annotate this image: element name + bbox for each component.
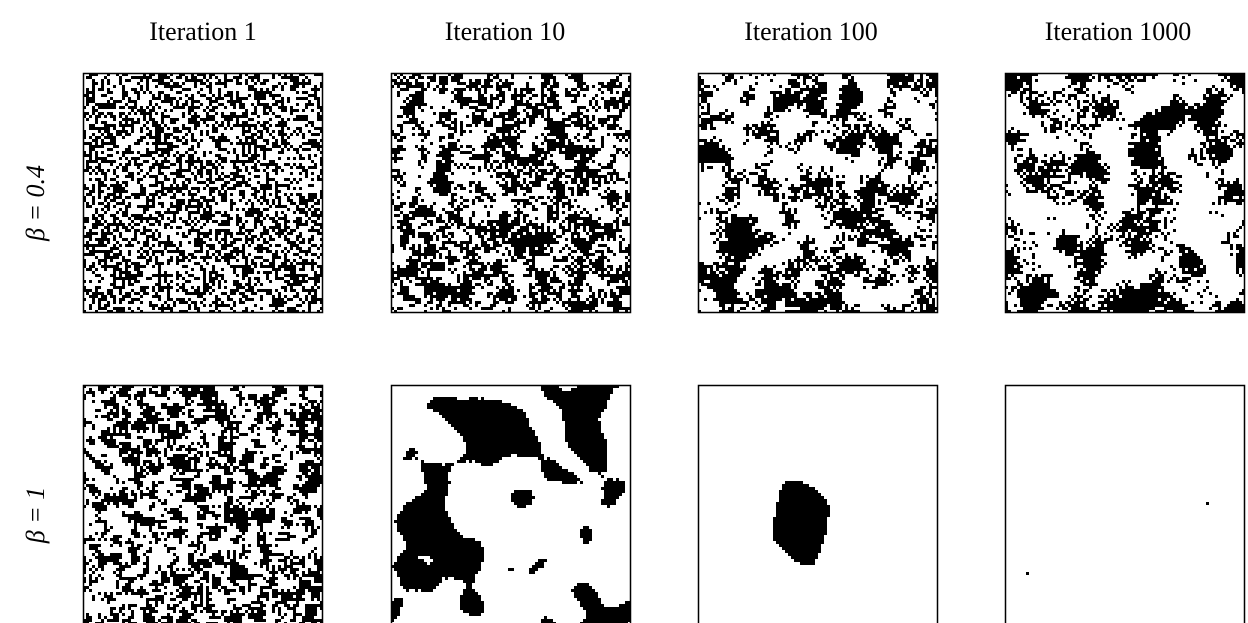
column-title: Iteration 1 — [149, 17, 257, 46]
row-label: β = 1 — [21, 487, 50, 545]
panel-frame — [390, 384, 632, 623]
panel-background — [1005, 385, 1245, 623]
panel-frame — [697, 72, 939, 314]
column-title: Iteration 1000 — [1045, 17, 1192, 46]
panel-frame — [1004, 384, 1246, 623]
spin-dot — [1026, 572, 1029, 575]
spin-pattern — [698, 73, 938, 313]
panel-frame — [390, 72, 632, 314]
panel-frame — [82, 72, 324, 314]
column-title: Iteration 10 — [445, 17, 566, 46]
spin-pattern — [1005, 73, 1245, 313]
panel-frame — [697, 384, 939, 623]
spin-pattern — [83, 385, 323, 623]
spin-pattern — [83, 73, 323, 313]
column-title: Iteration 100 — [744, 17, 878, 46]
panels — [82, 72, 1246, 623]
panel-frame — [1004, 72, 1246, 314]
spin-pattern — [391, 385, 631, 623]
panel-frame — [82, 384, 324, 623]
spin-pattern — [773, 481, 830, 565]
spin-dot — [1206, 502, 1209, 505]
spin-pattern — [391, 73, 631, 313]
row-label: β = 0.4 — [21, 165, 50, 242]
